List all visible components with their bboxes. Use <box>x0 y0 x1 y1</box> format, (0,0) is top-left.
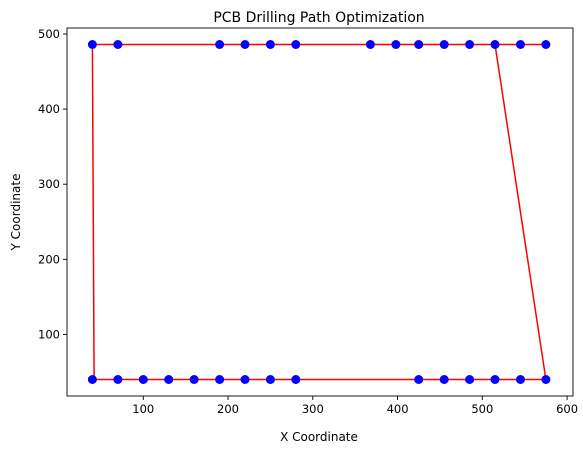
y-tick-label-100: 100 <box>38 327 60 341</box>
x-tick-label-500: 500 <box>471 402 493 416</box>
x-tick-label-100: 100 <box>132 402 154 416</box>
drill-point-5 <box>215 375 225 384</box>
drill-point-21 <box>365 40 375 49</box>
plot-area <box>67 28 573 396</box>
x-tick-label-600: 600 <box>556 402 578 416</box>
drill-point-27 <box>516 40 525 49</box>
drill-point-2 <box>138 375 148 384</box>
x-axis-ticks: 100 200 300 400 500 600 <box>132 396 578 416</box>
y-tick-label-400: 400 <box>38 102 60 116</box>
drill-point-0 <box>87 375 97 384</box>
drill-point-9 <box>414 375 424 384</box>
drill-point-3 <box>164 375 174 384</box>
drill-point-4 <box>189 375 199 384</box>
drill-point-26 <box>490 40 500 49</box>
drill-point-13 <box>516 375 525 384</box>
drill-point-12 <box>490 375 500 384</box>
drill-point-25 <box>465 40 475 49</box>
plot-frame <box>66 27 574 397</box>
x-axis-label: X Coordinate <box>280 430 358 444</box>
y-tick-label-300: 300 <box>38 177 60 191</box>
y-tick-label-500: 500 <box>38 27 60 41</box>
drill-point-8 <box>291 375 301 384</box>
x-tick-label-400: 400 <box>387 402 409 416</box>
y-axis-ticks: 100 200 300 400 500 <box>38 27 67 341</box>
drill-point-7 <box>265 375 275 384</box>
drill-point-17 <box>215 40 225 49</box>
drill-point-22 <box>391 40 401 49</box>
y-tick-label-200: 200 <box>38 252 60 266</box>
x-tick-label-200: 200 <box>217 402 239 416</box>
x-tick-label-300: 300 <box>302 402 324 416</box>
drill-point-16 <box>113 40 123 49</box>
drill-point-6 <box>240 375 250 384</box>
drill-point-18 <box>240 40 250 49</box>
drill-point-11 <box>465 375 475 384</box>
chart-title: PCB Drilling Path Optimization <box>213 10 424 26</box>
drill-points-layer <box>87 40 551 384</box>
drill-point-10 <box>439 375 449 384</box>
drill-point-23 <box>414 40 424 49</box>
drill-point-20 <box>291 40 301 49</box>
y-axis-label: Y Coordinate <box>9 174 23 252</box>
drill-point-1 <box>113 375 123 384</box>
drill-point-24 <box>439 40 449 49</box>
drill-point-14 <box>541 375 551 384</box>
drill-point-15 <box>87 40 97 49</box>
drill-point-28 <box>541 40 551 49</box>
drill-point-19 <box>265 40 275 49</box>
